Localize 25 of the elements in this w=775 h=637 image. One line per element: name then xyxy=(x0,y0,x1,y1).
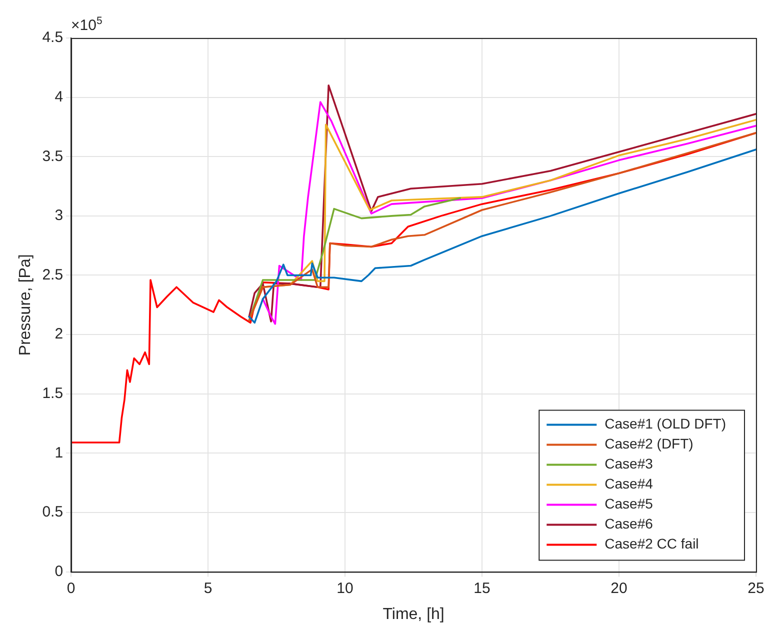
x-tick-label: 5 xyxy=(204,580,212,597)
x-tick-label: 20 xyxy=(610,580,628,597)
legend-label: Case#2 (DFT) xyxy=(604,436,694,452)
y-tick-label: 1 xyxy=(54,444,64,462)
y-tick-label: 0.5 xyxy=(42,504,64,521)
legend-label: Case#6 xyxy=(604,516,654,532)
x-tick-label: 0 xyxy=(66,580,76,597)
legend-label: Case#1 (OLD DFT) xyxy=(604,416,726,432)
legend-label: Case#5 xyxy=(604,496,654,512)
y-tick-label: 2.5 xyxy=(42,266,64,284)
y-tick-label: 3 xyxy=(54,207,64,224)
x-axis-title: Time, [h] xyxy=(382,606,444,623)
legend-label: Case#4 xyxy=(604,476,654,492)
y-tick-label: 4 xyxy=(54,88,64,106)
x-tick-label: 25 xyxy=(748,580,764,597)
y-axis-title: Pressure, [Pa] xyxy=(17,254,34,356)
legend-label: Case#2 CC fail xyxy=(604,536,699,552)
y-tick-label: 4.5 xyxy=(42,29,64,46)
legend-label: Case#3 xyxy=(604,456,654,472)
y-tick-label: 2 xyxy=(54,326,64,343)
y-tick-label: 0 xyxy=(54,562,64,580)
y-tick-label: 3.5 xyxy=(42,148,64,165)
y-tick-label: 1.5 xyxy=(42,385,64,402)
x-tick-label: 10 xyxy=(336,580,354,597)
x-tick-label: 15 xyxy=(474,580,490,597)
